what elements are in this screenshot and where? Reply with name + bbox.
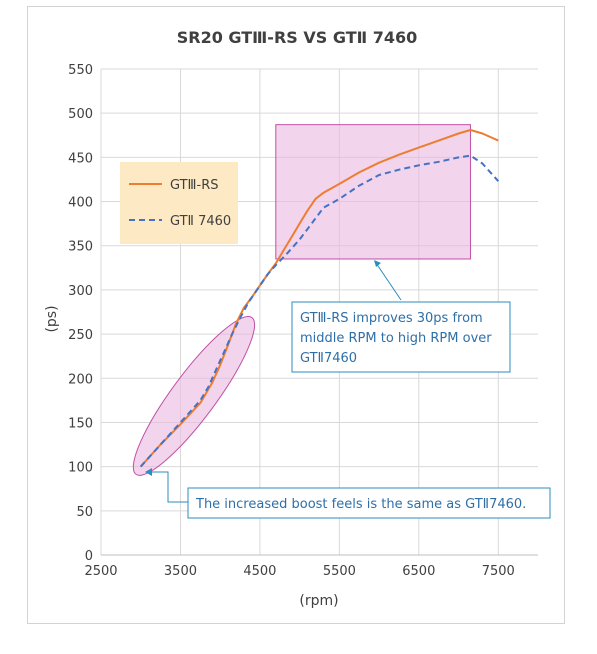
y-tick-label-50: 50 bbox=[76, 505, 93, 520]
legend-label-gtii-7460: GTⅡ 7460 bbox=[170, 214, 231, 229]
legend: GTⅢ-RS GTⅡ 7460 bbox=[120, 162, 238, 244]
y-tick-label-0: 0 bbox=[85, 549, 93, 564]
x-tick-label-2500: 2500 bbox=[84, 564, 117, 579]
y-tick-label-150: 150 bbox=[68, 416, 93, 431]
annotation-boost-arrowhead bbox=[145, 468, 152, 476]
y-tick-label-550: 550 bbox=[68, 63, 93, 78]
x-tick-label-3500: 3500 bbox=[164, 564, 197, 579]
chart-frame: SR20 GTⅢ-RS VS GTⅡ 7460 0 50 100 150 200 250 3… bbox=[27, 6, 565, 624]
y-tick-label-250: 250 bbox=[68, 328, 93, 343]
y-tick-label-400: 400 bbox=[68, 196, 93, 211]
annotation-high-rpm-line-2: middle RPM to high RPM over bbox=[300, 331, 492, 346]
x-tick-label-7500: 7500 bbox=[482, 564, 515, 579]
x-axis-label: (rpm) bbox=[299, 593, 338, 609]
y-tick-label-500: 500 bbox=[68, 107, 93, 122]
annotation-high-rpm-box bbox=[291, 301, 511, 373]
tick-labels: 0 50 100 150 200 250 300 350 400 450 500 550 2500 350… bbox=[68, 63, 515, 579]
series-line-gtii-7460 bbox=[139, 154, 500, 468]
annotation-boost: The increased boost feels is the same as… bbox=[145, 468, 551, 519]
x-tick-label-4500: 4500 bbox=[243, 564, 276, 579]
highlight-ellipse-low-rpm bbox=[132, 316, 256, 476]
annotation-boost-arrow bbox=[150, 471, 189, 503]
y-tick-label-450: 450 bbox=[68, 151, 93, 166]
annotation-high-rpm-arrow bbox=[375, 262, 402, 301]
legend-box bbox=[120, 162, 238, 244]
annotation-boost-line-1: The increased boost feels is the same as… bbox=[195, 497, 526, 512]
annotation-high-rpm-line-3: GTⅡ7460 bbox=[300, 351, 357, 366]
legend-label-gtiii-rs: GTⅢ-RS bbox=[170, 178, 219, 193]
series-line-gtiii-rs bbox=[139, 129, 499, 468]
annotation-boost-box bbox=[187, 487, 551, 519]
y-tick-label-100: 100 bbox=[68, 461, 93, 476]
y-tick-label-350: 350 bbox=[68, 240, 93, 255]
chart: SR20 GTⅢ-RS VS GTⅡ 7460 0 50 100 150 200 250 3… bbox=[44, 28, 551, 609]
annotation-high-rpm-line-1: GTⅢ-RS improves 30ps from bbox=[300, 311, 483, 326]
y-tick-label-200: 200 bbox=[68, 372, 93, 387]
y-axis-label: (ps) bbox=[44, 305, 60, 332]
highlight-rect-high-rpm bbox=[275, 124, 471, 260]
x-tick-label-6500: 6500 bbox=[402, 564, 435, 579]
annotation-high-rpm: GTⅢ-RS improves 30ps from middle RPM to … bbox=[291, 260, 511, 373]
series-lines bbox=[139, 129, 500, 468]
annotation-high-rpm-arrowhead bbox=[374, 260, 381, 267]
chart-title: SR20 GTⅢ-RS VS GTⅡ 7460 bbox=[177, 28, 418, 47]
y-tick-label-300: 300 bbox=[68, 284, 93, 299]
x-tick-label-5500: 5500 bbox=[323, 564, 356, 579]
